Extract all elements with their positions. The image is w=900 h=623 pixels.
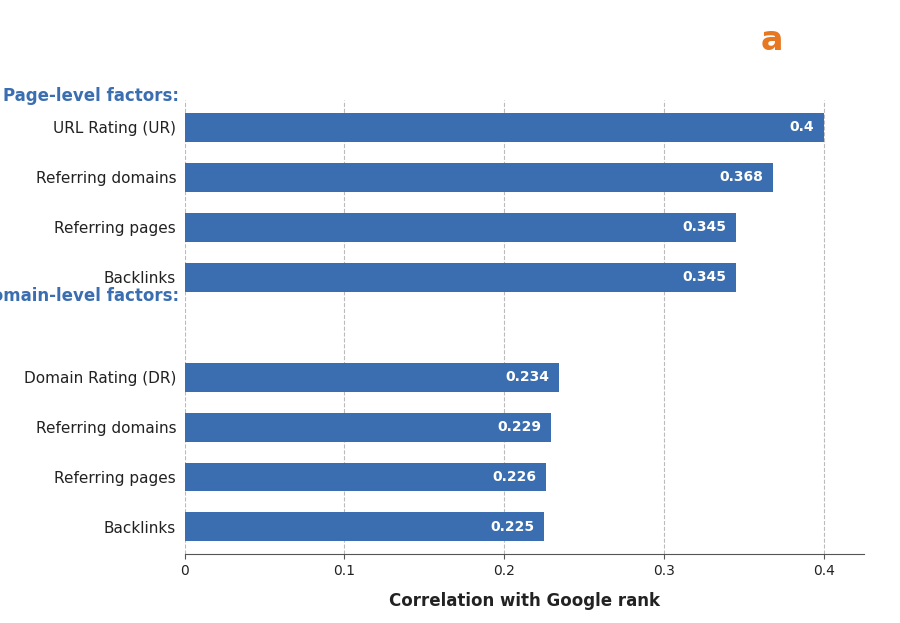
Bar [184, 263, 736, 292]
Bar [184, 163, 773, 192]
Text: 0.226: 0.226 [492, 470, 536, 484]
Text: Domain-level factors:: Domain-level factors: [0, 287, 179, 305]
Text: 0.234: 0.234 [505, 370, 549, 384]
Bar [184, 113, 824, 141]
Text: Page authority vs Domain authority: Page authority vs Domain authority [20, 31, 469, 50]
Text: 0.229: 0.229 [497, 420, 541, 434]
Text: a: a [760, 24, 783, 57]
Bar [184, 462, 545, 492]
Text: 0.368: 0.368 [719, 170, 763, 184]
Bar [184, 363, 559, 391]
Text: 0.345: 0.345 [682, 220, 726, 234]
Bar [184, 513, 544, 541]
X-axis label: Correlation with Google rank: Correlation with Google rank [389, 592, 660, 610]
Text: 0.225: 0.225 [491, 520, 535, 534]
Bar [184, 212, 736, 242]
Text: 0.4: 0.4 [790, 120, 815, 134]
Text: hrefs: hrefs [779, 24, 877, 57]
Bar [184, 412, 551, 442]
Text: Page-level factors:: Page-level factors: [3, 87, 179, 105]
Text: 0.345: 0.345 [682, 270, 726, 284]
